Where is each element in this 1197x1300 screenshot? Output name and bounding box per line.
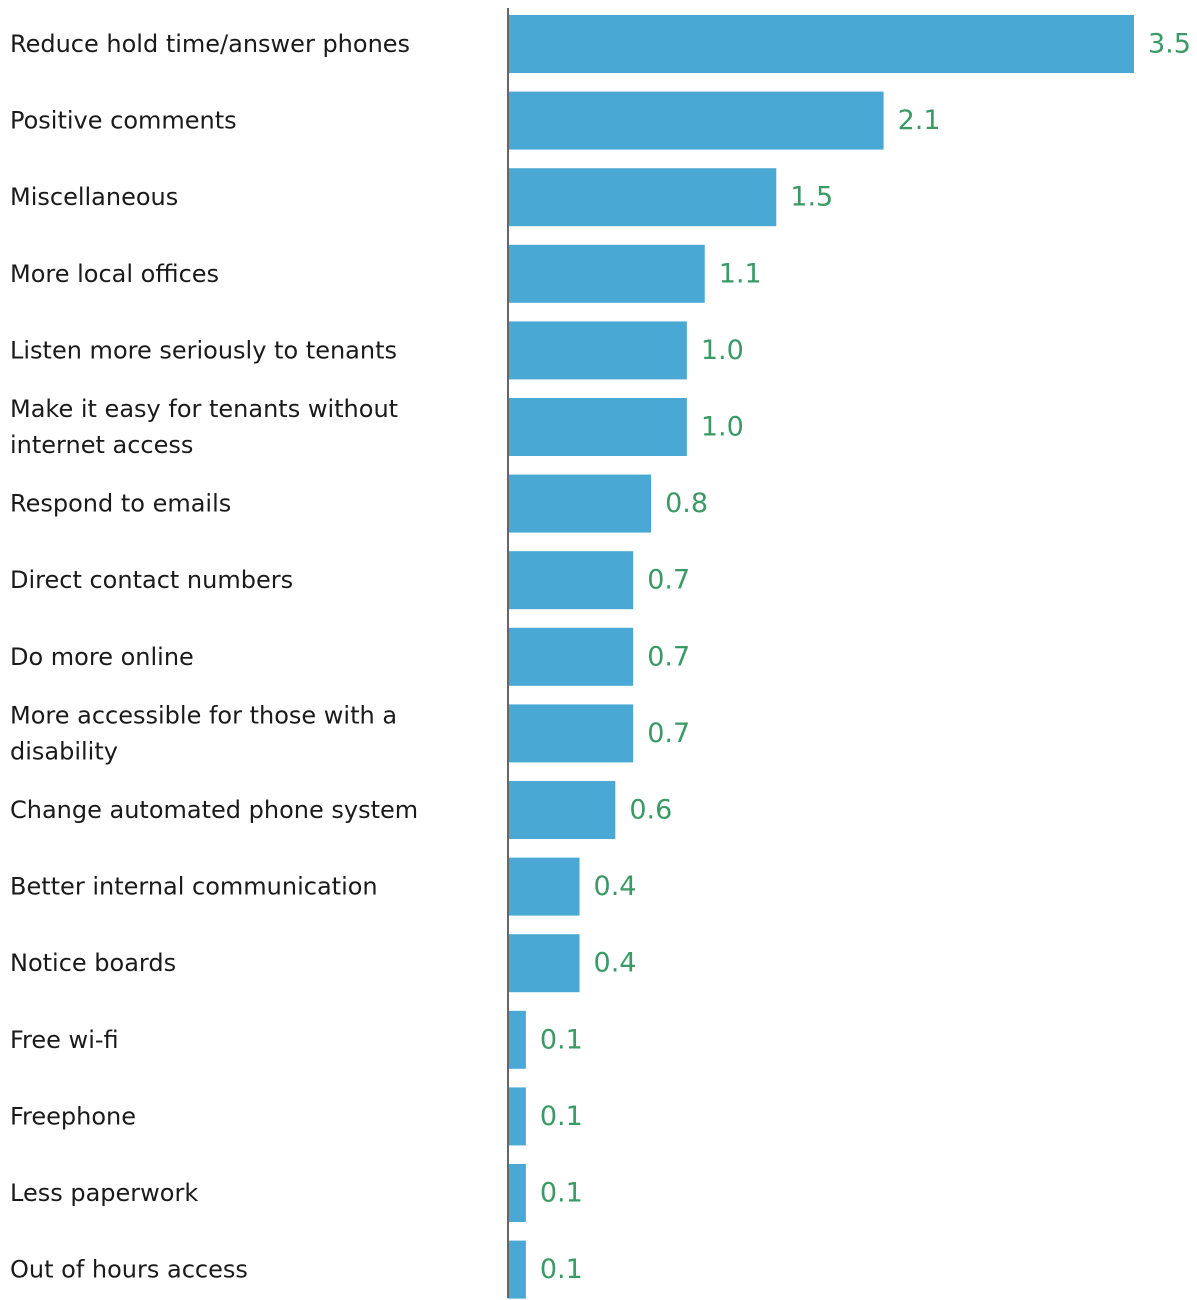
category-label-line: Out of hours access	[10, 1256, 248, 1284]
bar	[508, 1240, 526, 1299]
value-label: 0.6	[629, 795, 672, 826]
category-label: Freephone	[10, 1102, 136, 1130]
bar	[508, 627, 634, 686]
value-label: 1.5	[790, 182, 833, 213]
category-label-line: Do more online	[10, 643, 194, 671]
bar	[508, 551, 634, 610]
category-label: Make it easy for tenants without internet…	[10, 395, 398, 459]
category-label: Direct contact numbers	[10, 566, 293, 594]
category-label-line: disability	[10, 737, 118, 765]
value-label: 0.1	[540, 1254, 583, 1285]
category-label: Free wi-fi	[10, 1026, 119, 1054]
category-label: More accessible for those with a disabili…	[10, 701, 397, 765]
category-label: Change automated phone system	[10, 796, 418, 824]
bar	[508, 1010, 526, 1069]
value-label: 0.1	[540, 1101, 583, 1132]
category-label-line: Less paperwork	[10, 1179, 198, 1207]
bar	[508, 244, 705, 303]
value-label: 0.1	[540, 1024, 583, 1055]
category-label-line: Direct contact numbers	[10, 566, 293, 594]
category-label: Miscellaneous	[10, 183, 178, 211]
bar	[508, 934, 580, 993]
value-label: 1.0	[701, 412, 744, 443]
category-label-line: More local offices	[10, 260, 219, 288]
category-label: Better internal communication	[10, 873, 378, 901]
bar	[508, 704, 634, 763]
bar	[508, 781, 616, 839]
category-label-line: Freephone	[10, 1102, 136, 1130]
category-label: Do more online	[10, 643, 194, 671]
value-label: 3.5	[1148, 29, 1191, 60]
category-label: More local offices	[10, 260, 219, 288]
category-label-line: Change automated phone system	[10, 796, 418, 824]
labels-layer: 3.5 Reduce hold time/answer phones 2.1 Posi…	[10, 29, 1191, 1286]
category-label-line: Notice boards	[10, 949, 176, 977]
category-label-line: Positive comments	[10, 107, 237, 135]
category-label: Respond to emails	[10, 490, 231, 518]
bar	[508, 1087, 526, 1146]
category-label-line: internet access	[10, 431, 193, 459]
value-label: 1.0	[701, 335, 744, 366]
category-label: Out of hours access	[10, 1256, 248, 1284]
category-label-line: More accessible for those with a	[10, 701, 397, 729]
bars-layer	[508, 15, 1134, 1299]
bar	[508, 398, 687, 456]
value-label: 1.1	[719, 258, 762, 289]
bar	[508, 321, 687, 380]
value-label: 0.7	[647, 565, 690, 596]
category-label-line: Make it easy for tenants without	[10, 395, 398, 423]
bar	[508, 1164, 526, 1222]
category-label-line: Miscellaneous	[10, 183, 178, 211]
value-label: 2.1	[898, 105, 941, 136]
category-label-line: Respond to emails	[10, 490, 231, 518]
category-label-line: Reduce hold time/answer phones	[10, 30, 410, 58]
value-label: 0.1	[540, 1178, 583, 1209]
category-label: Notice boards	[10, 949, 176, 977]
value-label: 0.4	[594, 948, 637, 979]
value-label: 0.7	[647, 641, 690, 672]
category-label: Reduce hold time/answer phones	[10, 30, 410, 58]
bar	[508, 91, 884, 150]
category-label: Positive comments	[10, 107, 237, 135]
category-label: Less paperwork	[10, 1179, 198, 1207]
bar	[508, 474, 652, 533]
value-label: 0.8	[665, 488, 708, 519]
category-label-line: Free wi-fi	[10, 1026, 119, 1054]
value-label: 0.7	[647, 718, 690, 749]
category-label: Listen more seriously to tenants	[10, 336, 397, 364]
category-label-line: Better internal communication	[10, 873, 378, 901]
bar	[508, 168, 777, 227]
bar	[508, 857, 580, 916]
bar	[508, 15, 1134, 73]
category-label-line: Listen more seriously to tenants	[10, 336, 397, 364]
value-label: 0.4	[594, 871, 637, 902]
